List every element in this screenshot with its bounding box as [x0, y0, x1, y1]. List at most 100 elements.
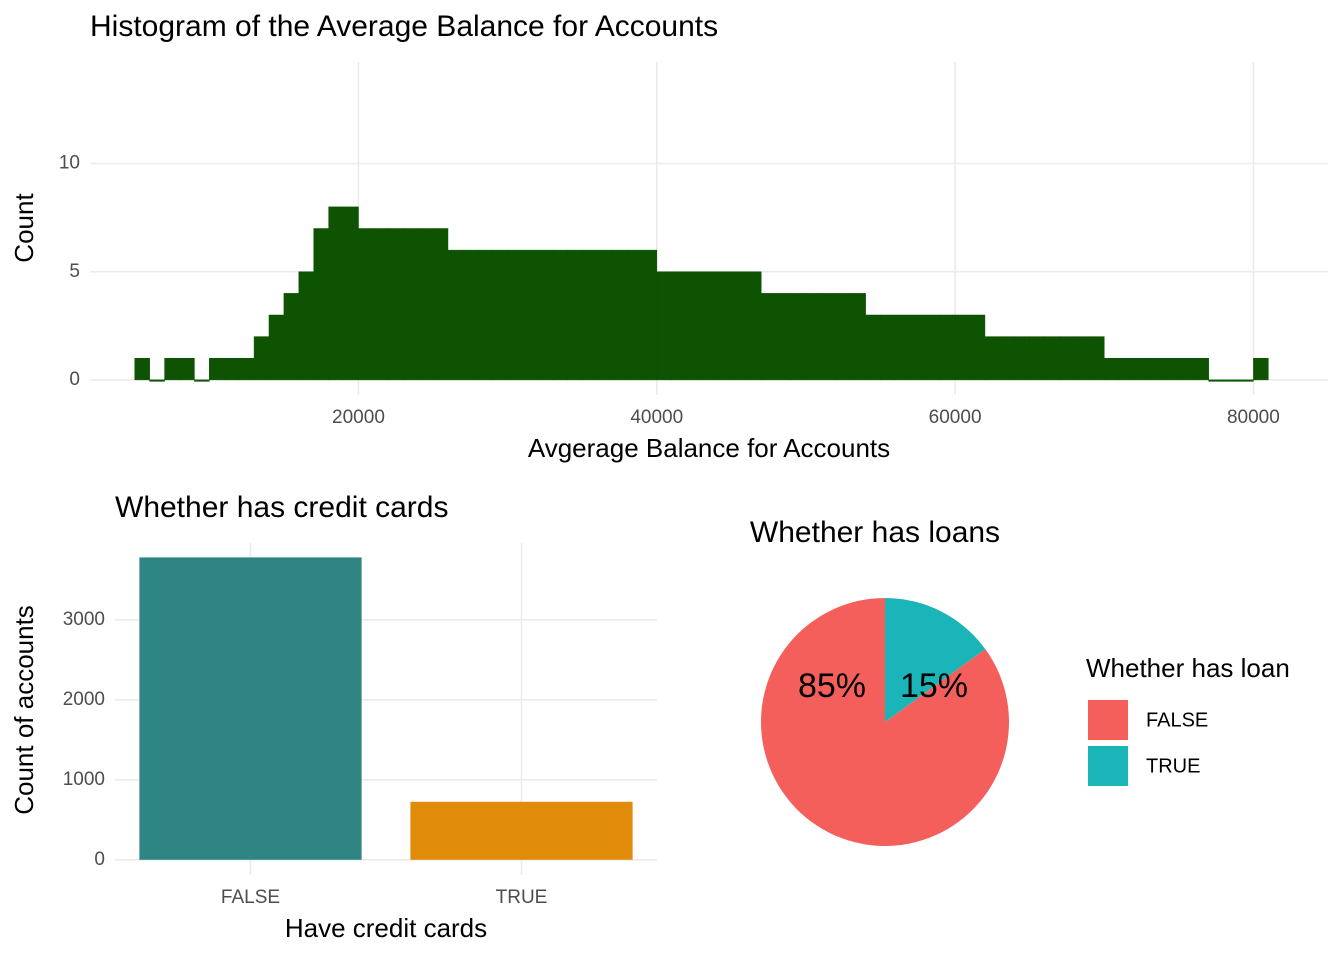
histogram-bar — [895, 314, 911, 381]
histogram-bar — [686, 271, 702, 381]
histogram-bar — [880, 314, 896, 381]
hist-x-title: Avgerage Balance for Accounts — [528, 433, 890, 463]
bar-title: Whether has credit cards — [115, 491, 448, 524]
histogram-bar — [209, 357, 225, 381]
histogram-bar — [552, 249, 568, 381]
x-tick-label: 40000 — [630, 407, 683, 428]
bar-y-title: Count of accounts — [9, 605, 39, 815]
histogram-bar — [402, 228, 419, 381]
histogram-bar — [925, 314, 941, 381]
y-tick-label: 3000 — [63, 609, 105, 630]
histogram-bar — [626, 249, 643, 381]
bar — [139, 557, 362, 860]
pie-label: 85% — [798, 667, 866, 705]
histogram-bar — [537, 249, 553, 381]
histogram-bar — [1059, 336, 1075, 381]
histogram-bar — [477, 249, 493, 381]
pie-label: 15% — [900, 667, 968, 705]
histogram-bar — [865, 314, 881, 381]
histogram-bar — [1133, 357, 1150, 381]
histogram-bar — [253, 336, 270, 381]
histogram-bar — [760, 293, 777, 381]
histogram-bar — [283, 293, 300, 381]
hist-title: Histogram of the Average Balance for Acc… — [90, 10, 718, 43]
histogram-bar — [388, 228, 404, 381]
histogram-bar — [313, 228, 329, 381]
y-tick-label: 10 — [59, 153, 80, 174]
histogram-bar — [328, 206, 344, 381]
histogram-bar — [910, 314, 926, 381]
histogram-bar — [969, 314, 986, 381]
histogram-bar — [417, 228, 434, 381]
x-tick-label: FALSE — [221, 887, 280, 908]
histogram-bar — [671, 271, 687, 381]
histogram-bar — [596, 249, 613, 381]
histogram-bar — [1238, 379, 1254, 382]
histogram-bar — [298, 271, 314, 381]
histogram-bar — [701, 271, 717, 381]
histogram-bar — [134, 357, 150, 381]
histogram-bar — [850, 293, 866, 381]
bar — [410, 801, 633, 860]
histogram-bar — [656, 271, 672, 381]
histogram-bar — [954, 314, 971, 381]
histogram-bar — [641, 249, 658, 381]
pie-slice — [761, 598, 1009, 846]
histogram-bar — [775, 293, 792, 381]
legend-key — [1088, 700, 1128, 740]
histogram-bar — [999, 336, 1016, 381]
histogram-bar — [611, 249, 628, 381]
y-tick-label: 5 — [69, 261, 80, 282]
pie-slice — [885, 598, 986, 722]
histogram-bar — [1014, 336, 1030, 381]
histogram-bar — [492, 249, 508, 381]
histogram-bar — [268, 314, 285, 381]
pie-title: Whether has loans — [750, 516, 1000, 549]
histogram-bar — [238, 357, 255, 381]
histogram-bar — [149, 379, 165, 382]
histogram-bar — [358, 228, 374, 381]
histogram-bar — [835, 293, 851, 381]
histogram-bar — [1074, 336, 1090, 381]
histogram-bar — [746, 271, 762, 381]
legend-label: TRUE — [1146, 755, 1200, 777]
x-tick-label: 80000 — [1227, 407, 1280, 428]
histogram-bar — [507, 249, 523, 381]
y-tick-label: 0 — [94, 849, 105, 870]
histogram-bar — [581, 249, 598, 381]
histogram-bar — [1089, 336, 1105, 381]
histogram-bar — [223, 357, 240, 381]
histogram-bar — [984, 336, 1001, 381]
legend-key — [1088, 746, 1128, 786]
legend-title: Whether has loan — [1086, 653, 1290, 683]
histogram-bar — [790, 293, 807, 381]
histogram-bar — [1118, 357, 1135, 381]
histogram-bar — [1148, 357, 1165, 381]
histogram-bar — [194, 379, 210, 382]
bar-x-title: Have credit cards — [285, 913, 487, 943]
histogram-bar — [179, 357, 195, 381]
histogram-bar — [1163, 357, 1180, 381]
histogram-bar — [1223, 379, 1239, 382]
histogram-bar — [805, 293, 822, 381]
histogram-bar — [373, 228, 389, 381]
histogram-bar — [1208, 379, 1224, 382]
histogram-bar — [1193, 357, 1209, 381]
histogram-bar — [522, 249, 538, 381]
histogram-bar — [1104, 357, 1120, 381]
histogram-bar — [820, 293, 837, 381]
y-tick-label: 0 — [69, 369, 80, 390]
histogram-bar — [343, 206, 359, 381]
histogram-bar — [432, 228, 449, 381]
histogram-bar — [462, 249, 479, 381]
legend-label: FALSE — [1146, 709, 1208, 731]
histogram-bar — [1178, 357, 1195, 381]
x-tick-label: 60000 — [929, 407, 982, 428]
histogram-bar — [731, 271, 747, 381]
y-tick-label: 2000 — [63, 689, 105, 710]
histogram-bar — [1029, 336, 1045, 381]
histogram-bar — [1253, 357, 1269, 381]
x-tick-label: 20000 — [332, 407, 385, 428]
y-tick-label: 1000 — [63, 769, 105, 790]
